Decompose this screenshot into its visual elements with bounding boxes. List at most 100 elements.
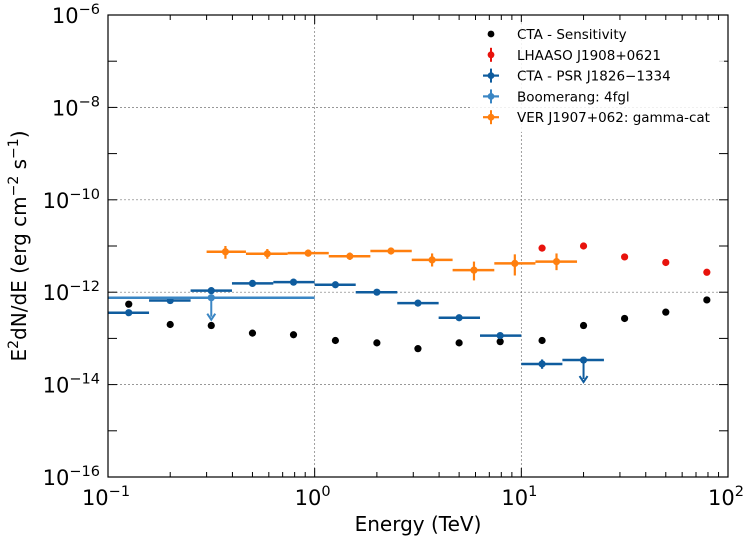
data-point (314, 281, 356, 289)
upper-limit-arrowhead (578, 375, 589, 384)
data-point (373, 339, 381, 347)
marker (414, 345, 422, 353)
series-ver-j1907-062-gamma-cat (206, 246, 578, 281)
data-point (452, 261, 495, 281)
marker (207, 287, 215, 295)
data-point (703, 268, 711, 276)
data-point (579, 321, 588, 330)
marker (703, 268, 711, 276)
legend-marker (487, 51, 495, 59)
data-point (438, 314, 481, 322)
marker (552, 257, 561, 266)
marker (289, 331, 298, 339)
data-point (579, 242, 588, 250)
data-point (455, 339, 463, 347)
data-point (206, 246, 246, 259)
data-point (662, 258, 670, 267)
marker (496, 331, 504, 340)
marker (263, 250, 271, 258)
series-boomerang-4fgl (108, 294, 315, 322)
marker (414, 299, 422, 307)
data-point (521, 359, 563, 369)
legend-entry: Boomerang: 4fgl (483, 89, 630, 105)
data-point (166, 320, 174, 329)
legend-box (472, 22, 724, 132)
data-point (289, 331, 298, 339)
upper-limit-arrowhead (206, 313, 217, 322)
marker (248, 329, 257, 337)
marker (579, 356, 588, 364)
axis-ticks (107, 14, 729, 478)
legend-marker (487, 113, 495, 121)
marker (538, 360, 546, 368)
series-cta-sensitivity (125, 296, 711, 353)
marker (387, 247, 395, 255)
data-point (231, 279, 274, 288)
marker (207, 321, 215, 330)
x-tick-label: 100 (295, 484, 331, 510)
marker (511, 259, 519, 268)
data-point (331, 336, 340, 345)
x-tick-label: 10−1 (82, 484, 130, 510)
legend-entry: CTA - Sensitivity (487, 27, 627, 43)
legend-marker (487, 93, 495, 100)
marker (125, 309, 133, 317)
marker (621, 314, 629, 323)
data-point (328, 252, 371, 260)
data-point (662, 308, 670, 316)
data-point (538, 336, 546, 345)
y-tick-label: 10−6 (52, 2, 100, 28)
series-cta-psr-j1826-1334 (108, 278, 604, 384)
legend-label: LHAASO J1908+0621 (517, 48, 661, 64)
legend-label: VER J1907+062: gamma-cat (517, 110, 710, 126)
series-lhaaso-j1908-0621 (538, 242, 711, 276)
data-point (287, 249, 329, 257)
marker (428, 256, 436, 264)
marker (538, 336, 546, 345)
marker (455, 314, 463, 322)
y-tick-label: 10−8 (52, 94, 100, 120)
data-point (480, 331, 522, 340)
y-axis-label: E2dN/dE (erg cm−2 s−1) (6, 130, 31, 361)
marker (373, 288, 381, 296)
marker (621, 253, 629, 261)
data-point (562, 356, 604, 384)
data-point (108, 309, 150, 317)
data-point (414, 345, 422, 353)
legend-entry: CTA - PSR J1826−1334 (483, 68, 671, 85)
legend-marker (487, 72, 495, 79)
marker (662, 258, 670, 267)
legend-marker (487, 30, 495, 38)
marker (125, 300, 133, 308)
y-tick-label: 10−14 (43, 372, 100, 398)
data-point (108, 294, 315, 322)
marker (346, 252, 354, 260)
tick-labels: 10−1 100 101 102 10−16 10−14 10−12 10−10 10−8 10−… (43, 2, 744, 510)
data-point (248, 329, 257, 337)
legend-entry: VER J1907+062: gamma-cat (483, 110, 710, 126)
marker (538, 244, 546, 252)
data-point (190, 287, 232, 295)
data-point (621, 314, 629, 323)
marker (579, 321, 588, 330)
legend-label: CTA - Sensitivity (517, 27, 627, 43)
series-layer (108, 242, 711, 384)
data-point (207, 321, 215, 330)
marker (289, 278, 298, 286)
y-tick-label: 10−12 (43, 279, 100, 305)
marker (331, 336, 340, 345)
data-point (496, 338, 504, 346)
y-tick-label: 10−16 (43, 464, 100, 490)
marker (703, 296, 711, 304)
data-point (538, 244, 546, 252)
data-point (370, 247, 412, 255)
marker (207, 294, 215, 302)
data-point (273, 278, 315, 286)
data-point (245, 249, 288, 259)
marker (470, 266, 478, 274)
legend: CTA - Sensitivity LHAASO J1908+0621 CTA - … (472, 22, 724, 132)
marker (579, 242, 588, 250)
data-point (125, 300, 133, 308)
legend-label: Boomerang: 4fgl (517, 89, 630, 105)
